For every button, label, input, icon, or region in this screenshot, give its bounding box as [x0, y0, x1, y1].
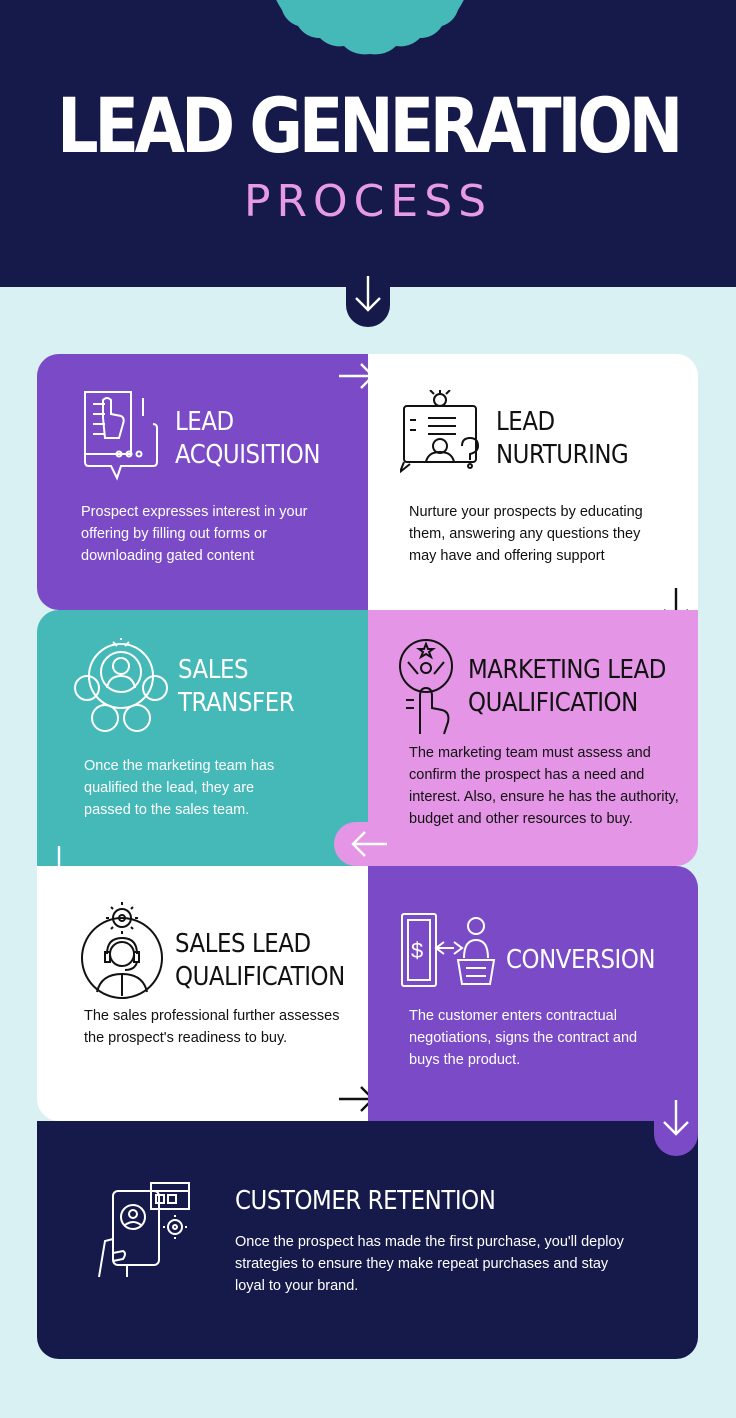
arrow-down-icon: [355, 275, 381, 312]
step-description: Once the marketing team has qualified th…: [84, 758, 275, 818]
presentation-support-icon: [400, 390, 480, 474]
step-description: The sales professional further assesses …: [84, 1008, 340, 1046]
header: LEAD GENERATION PROCESS: [0, 0, 736, 287]
phone-profile-icon: [98, 1182, 190, 1278]
step-description: Once the prospect has made the first pur…: [235, 1234, 624, 1294]
step-title: LEAD NURTURING: [496, 407, 629, 470]
step-customer-retention: CUSTOMER RETENTION Once the prospect has…: [37, 1121, 698, 1359]
step-title: CONVERSION: [506, 945, 656, 975]
hand-award-icon: [399, 639, 453, 735]
step-description: The marketing team must assess and confi…: [409, 745, 679, 827]
step-title: LEAD ACQUISITION: [175, 407, 321, 470]
money-basket-icon: $: [401, 913, 496, 987]
svg-text:$: $: [411, 938, 423, 963]
step-lead-nurturing: LEAD NURTURING Nurture your prospects by…: [368, 354, 698, 610]
step-title: SALES LEAD QUALIFICATION: [175, 929, 345, 992]
scalloped-badge-icon: [276, 0, 464, 55]
down-arrow-tab: [654, 1084, 698, 1156]
form-chat-icon: [84, 391, 158, 481]
arrow-left-icon: [351, 831, 387, 857]
step-title: SALES TRANSFER: [178, 655, 295, 718]
step-title: CUSTOMER RETENTION: [235, 1186, 496, 1216]
down-arrow-tab: [346, 250, 390, 327]
step-conversion: $ CONVERSION The customer enters contrac…: [368, 866, 698, 1121]
step-description: The customer enters contractual negotiat…: [409, 1008, 638, 1068]
step-sales-transfer: SALES TRANSFER Once the marketing team h…: [37, 610, 368, 866]
arrow-down-icon: [663, 1100, 689, 1136]
page-title: LEAD GENERATION: [56, 81, 683, 170]
step-sales-lead-qualification: SALES LEAD QUALIFICATION The sales profe…: [37, 866, 368, 1121]
step-description: Nurture your prospects by educating them…: [409, 504, 643, 564]
step-marketing-lead-qualification: MARKETING LEAD QUALIFICATION The marketi…: [368, 610, 698, 866]
step-title: MARKETING LEAD QUALIFICATION: [468, 655, 666, 718]
team-network-icon: [74, 638, 168, 732]
step-lead-acquisition: LEAD ACQUISITION Prospect expresses inte…: [37, 354, 368, 610]
page-subtitle: PROCESS: [243, 176, 493, 227]
left-arrow-tab: [334, 822, 404, 866]
agent-gear-icon: [81, 902, 163, 999]
step-description: Prospect expresses interest in your offe…: [81, 504, 308, 564]
